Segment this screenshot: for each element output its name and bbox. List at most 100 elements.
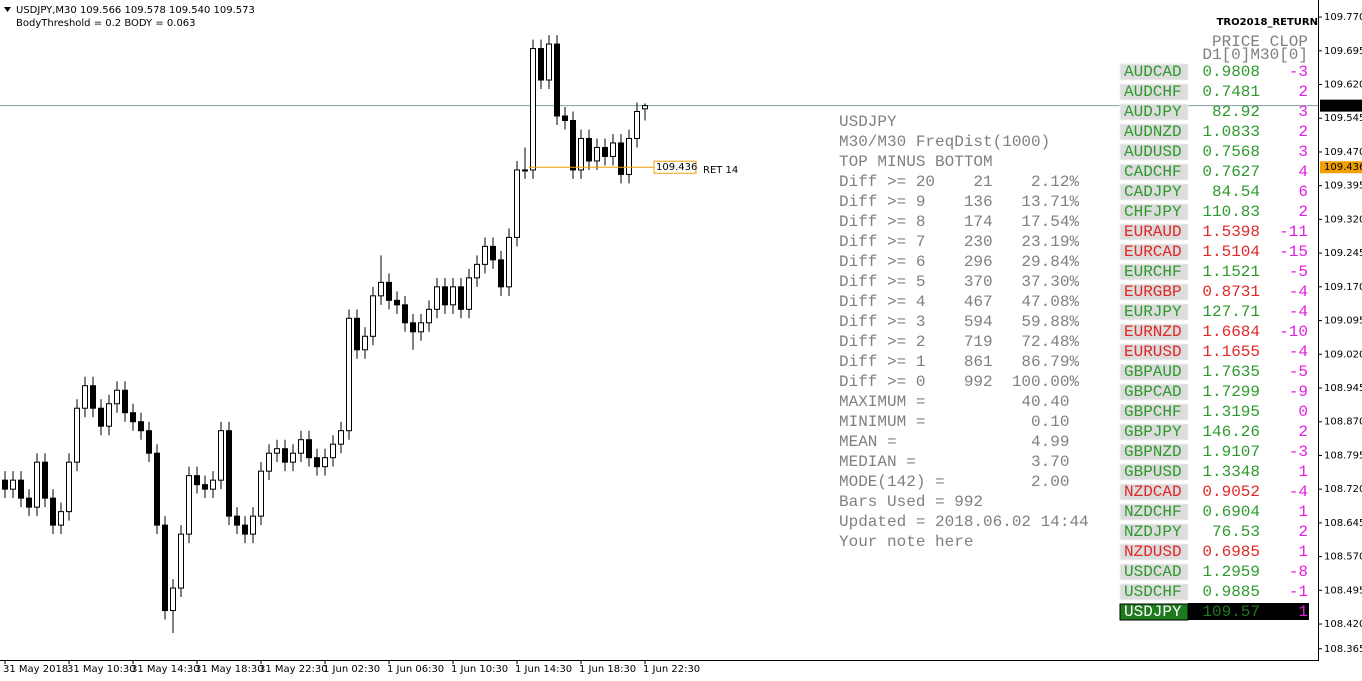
candle-body	[122, 389, 128, 414]
x-tick-label: 31 May 22:30	[259, 664, 328, 675]
x-tick-label: 31 May 14:30	[131, 664, 200, 675]
y-tick-label: 109.395	[1324, 181, 1362, 192]
candle-body	[618, 142, 624, 175]
candle-body	[26, 497, 32, 508]
pair-clop: 1	[1298, 503, 1308, 521]
pair-clop: -4	[1289, 303, 1308, 321]
pair-price: 1.6684	[1202, 323, 1260, 341]
y-tick-label: 108.870	[1324, 417, 1362, 428]
x-tick-label: 1 Jun 22:30	[643, 664, 700, 675]
pair-price: 1.5398	[1202, 223, 1260, 241]
candle-body	[202, 484, 208, 490]
candle-body	[578, 137, 584, 171]
pair-clop: 3	[1298, 103, 1308, 121]
pair-label: CHFJPY	[1124, 203, 1182, 221]
pair-clop: 2	[1298, 423, 1308, 441]
pair-box	[1119, 163, 1189, 181]
pair-label: NZDUSD	[1124, 543, 1182, 561]
candle-body	[458, 286, 464, 310]
pair-clop: 4	[1298, 163, 1308, 181]
candle-body	[258, 470, 264, 517]
candle-body	[490, 245, 496, 261]
pair-price: 0.9052	[1202, 483, 1260, 501]
pair-price: 1.3348	[1202, 463, 1260, 481]
candle-body	[626, 137, 632, 175]
candle-body	[386, 281, 392, 301]
pair-clop: -3	[1289, 443, 1308, 461]
pair-box	[1119, 363, 1189, 381]
candle-body	[354, 317, 360, 351]
pair-label: EURCHF	[1124, 263, 1182, 281]
pair-label: CADCHF	[1124, 163, 1182, 181]
candle-body	[346, 317, 352, 432]
pair-label: AUDCAD	[1124, 63, 1182, 81]
pair-box	[1119, 503, 1189, 521]
y-tick-label: 109.245	[1324, 248, 1362, 259]
candle-body	[82, 385, 88, 409]
pair-label: GBPCHF	[1124, 403, 1182, 421]
chart-menu-arrow[interactable]	[4, 7, 11, 12]
y-tick-label: 108.720	[1324, 484, 1362, 495]
y-tick-label: 108.365	[1324, 644, 1362, 655]
pair-box	[1119, 283, 1189, 301]
pair-clop: -15	[1279, 243, 1308, 261]
pair-label: EURJPY	[1124, 303, 1182, 321]
candle-body	[450, 286, 456, 306]
candle-body	[234, 515, 240, 526]
pair-box	[1119, 183, 1189, 201]
y-tick-label: 109.770	[1324, 12, 1362, 23]
candle-body	[634, 110, 640, 139]
pair-price: 0.8731	[1202, 283, 1260, 301]
candle-body	[74, 407, 80, 463]
candle-body	[306, 439, 312, 459]
stats-line: Bars Used = 992	[839, 493, 983, 511]
candle-body	[370, 295, 376, 337]
candle-body	[90, 385, 96, 409]
pair-label: NZDCAD	[1124, 483, 1182, 501]
candle-body	[642, 105, 648, 110]
candle-body	[330, 443, 336, 459]
pair-price: 0.7481	[1202, 83, 1260, 101]
pair-clop: 1	[1298, 543, 1308, 561]
y-tick-label: 109.620	[1324, 80, 1362, 91]
pair-box	[1119, 103, 1189, 121]
pair-price: 127.71	[1202, 303, 1260, 321]
candle-body	[226, 430, 232, 517]
candle-body	[242, 524, 248, 535]
pair-label: GBPJPY	[1124, 423, 1182, 441]
candle-body	[562, 115, 568, 121]
candle-body	[170, 587, 176, 612]
pair-clop: 3	[1298, 143, 1308, 161]
candle-body	[434, 286, 440, 310]
candle-body	[498, 259, 504, 288]
pair-price: 109.57	[1202, 603, 1260, 621]
stats-line: USDJPY	[839, 113, 897, 131]
pair-box	[1119, 463, 1189, 481]
pair-clop: 2	[1298, 523, 1308, 541]
symbol-line: USDJPY,M30 109.566 109.578 109.540 109.5…	[16, 5, 255, 16]
pair-label: EURAUD	[1124, 223, 1182, 241]
pair-label: NZDCHF	[1124, 503, 1182, 521]
pair-price: 76.53	[1212, 523, 1260, 541]
pair-box	[1119, 543, 1189, 561]
stats-line: TOP MINUS BOTTOM	[839, 153, 993, 171]
pair-box	[1119, 483, 1189, 501]
pair-box	[1119, 203, 1189, 221]
candle-body	[66, 461, 72, 513]
pair-price: 1.7635	[1202, 363, 1260, 381]
candle-body	[530, 48, 536, 171]
y-tick-label: 109.545	[1324, 113, 1362, 124]
stats-line: MEDIAN = 3.70	[839, 453, 1069, 471]
pair-box	[1119, 603, 1189, 621]
candle-body	[178, 533, 184, 589]
pair-price: 0.9885	[1202, 583, 1260, 601]
stats-line: Diff >= 1 861 86.79%	[839, 353, 1079, 371]
pair-box	[1119, 63, 1189, 81]
pair-label: AUDCHF	[1124, 83, 1182, 101]
candle-body	[362, 335, 368, 351]
candle-body	[250, 515, 256, 535]
stats-line: M30/M30 FreqDist(1000)	[839, 133, 1050, 151]
pair-price: 0.6904	[1202, 503, 1260, 521]
x-tick-label: 1 Jun 10:30	[451, 664, 508, 675]
pair-box	[1119, 523, 1189, 541]
